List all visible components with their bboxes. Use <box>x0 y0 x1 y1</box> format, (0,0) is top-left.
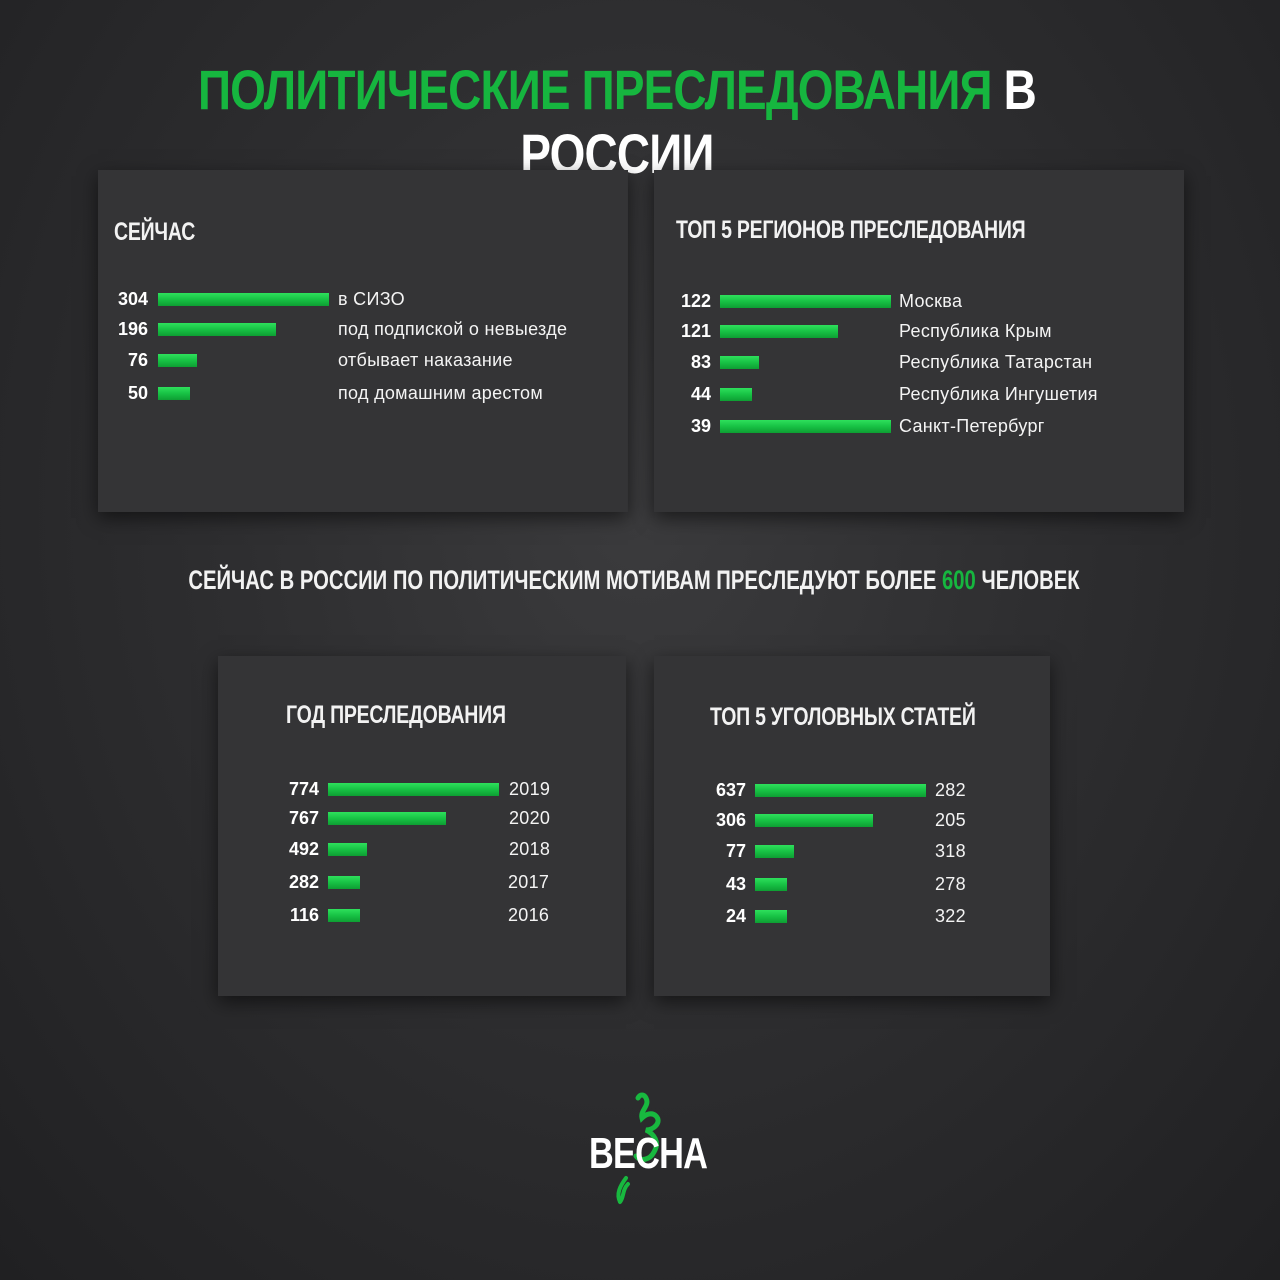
bar <box>720 325 838 338</box>
bar-row: 83 Республика Татарстан <box>654 351 1184 373</box>
bar-row: 43 278 <box>654 873 1050 895</box>
category-label: 278 <box>935 874 966 894</box>
value-label: 774 <box>288 779 319 799</box>
summary-statement: СЕЙЧАС В РОССИИ ПО ПОЛИТИЧЕСКИМ МОТИВАМ … <box>159 563 1110 597</box>
value-label: 637 <box>715 780 746 800</box>
value-label: 44 <box>690 384 711 404</box>
bar-row: 122 Москва <box>654 290 1184 312</box>
bar <box>158 293 329 306</box>
bar <box>158 387 190 400</box>
category-label: под домашним арестом <box>338 383 544 403</box>
bar-row: 24 322 <box>654 905 1050 927</box>
category-label: Республика Татарстан <box>899 352 1093 372</box>
bar-row: 306 205 <box>654 809 1050 831</box>
bar <box>755 814 873 827</box>
category-label: 2016 <box>508 905 550 925</box>
bar-row: 767 2020 <box>218 807 626 829</box>
value-label: 43 <box>725 874 746 894</box>
bar-row: 121 Республика Крым <box>654 320 1184 342</box>
category-label: 322 <box>935 906 966 926</box>
bar-row: 77 318 <box>654 840 1050 862</box>
category-label: 205 <box>935 810 966 830</box>
category-label: отбывает наказание <box>338 350 513 370</box>
value-label: 116 <box>289 905 319 925</box>
statement-number: 600 <box>942 565 976 595</box>
value-label: 492 <box>288 839 319 859</box>
bar <box>158 354 197 367</box>
category-label: под подпиской о невыезде <box>338 319 568 339</box>
value-label: 196 <box>117 319 148 339</box>
bar <box>328 812 446 825</box>
bar-row: 637 282 <box>654 779 1050 801</box>
bar-row: 492 2018 <box>218 838 626 860</box>
bar <box>755 845 794 858</box>
category-label: 282 <box>935 780 966 800</box>
category-label: Республика Крым <box>899 321 1052 341</box>
value-label: 24 <box>725 906 746 926</box>
bar <box>158 323 276 336</box>
statement-before: СЕЙЧАС В РОССИИ ПО ПОЛИТИЧЕСКИМ МОТИВАМ … <box>188 565 937 595</box>
panel-now: СЕЙЧАС 304 в СИЗО 196 под подпиской о невые… <box>98 170 628 512</box>
category-label: 2019 <box>509 779 551 799</box>
category-label: 2017 <box>508 872 550 892</box>
bar <box>328 783 499 796</box>
panel-title: СЕЙЧАС <box>114 218 196 246</box>
bar-row: 39 Санкт-Петербург <box>654 415 1184 437</box>
bar <box>720 295 891 308</box>
category-label: Санкт-Петербург <box>899 416 1045 436</box>
value-label: 83 <box>690 352 711 372</box>
bar-row: 282 2017 <box>218 871 626 893</box>
bar <box>755 910 787 923</box>
value-label: 50 <box>127 383 148 403</box>
category-label: Москва <box>899 291 963 311</box>
bar-row: 50 под домашним арестом <box>98 382 628 404</box>
statement-after: ЧЕЛОВЕК <box>981 565 1080 595</box>
category-label: 2018 <box>509 839 551 859</box>
logo-text: ВЕСНА <box>589 1129 707 1178</box>
value-label: 121 <box>680 321 711 341</box>
value-label: 282 <box>288 872 319 892</box>
value-label: 77 <box>725 841 746 861</box>
bar-row: 196 под подпиской о невыезде <box>98 318 628 340</box>
value-label: 304 <box>117 289 148 309</box>
panel-title: ТОП 5 РЕГИОНОВ ПРЕСЛЕДОВАНИЯ <box>676 216 1026 244</box>
bar <box>720 420 891 433</box>
bar <box>720 388 752 401</box>
panel-top-regions: ТОП 5 РЕГИОНОВ ПРЕСЛЕДОВАНИЯ 122 Москва 12… <box>654 170 1184 512</box>
bar <box>328 876 360 889</box>
bar <box>755 784 926 797</box>
category-label: в СИЗО <box>338 289 405 309</box>
value-label: 76 <box>127 350 148 370</box>
bar-row: 774 2019 <box>218 778 626 800</box>
panel-top-articles: ТОП 5 УГОЛОВНЫХ СТАТЕЙ 637 282 306 205 77 318… <box>654 656 1050 996</box>
value-label: 122 <box>680 291 711 311</box>
bar-row: 76 отбывает наказание <box>98 349 628 371</box>
bar <box>755 878 787 891</box>
page-title: ПОЛИТИЧЕСКИЕ ПРЕСЛЕДОВАНИЯ В РОССИИ <box>111 58 1123 186</box>
value-label: 39 <box>690 416 711 436</box>
bar-row: 304 в СИЗО <box>98 288 628 310</box>
logo-graphic: ВЕСНА <box>589 1092 708 1204</box>
bar <box>720 356 759 369</box>
category-label: 318 <box>935 841 966 861</box>
bar <box>328 843 367 856</box>
category-label: Республика Ингушетия <box>899 384 1098 404</box>
panel-year: ГОД ПРЕСЛЕДОВАНИЯ 774 2019 767 2020 492 2018 2… <box>218 656 626 996</box>
vesna-logo: ВЕСНА <box>580 1090 710 1210</box>
bar <box>328 909 360 922</box>
panel-title: ТОП 5 УГОЛОВНЫХ СТАТЕЙ <box>710 703 976 731</box>
bar-row: 116 2016 <box>218 904 626 926</box>
panel-title: ГОД ПРЕСЛЕДОВАНИЯ <box>286 701 506 729</box>
value-label: 767 <box>288 808 319 828</box>
category-label: 2020 <box>509 808 551 828</box>
bar-row: 44 Республика Ингушетия <box>654 383 1184 405</box>
value-label: 306 <box>715 810 746 830</box>
title-green-part: ПОЛИТИЧЕСКИЕ ПРЕСЛЕДОВАНИЯ <box>197 58 993 121</box>
